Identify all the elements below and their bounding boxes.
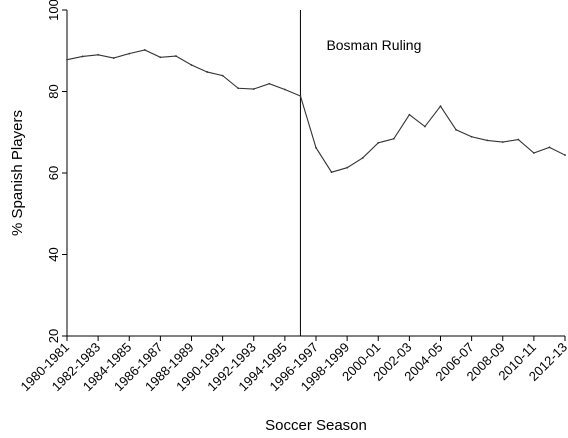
data-point <box>237 87 240 90</box>
data-point <box>268 82 271 85</box>
data-point <box>66 58 68 61</box>
data-point <box>501 141 504 143</box>
data-point <box>175 55 177 57</box>
data-points <box>66 49 566 174</box>
y-tick-label: 20 <box>46 329 61 343</box>
data-point <box>283 88 286 91</box>
data-point <box>315 146 317 149</box>
x-ticks: 1980-19811982-19831984-19851986-19871988… <box>18 336 568 394</box>
data-point <box>112 57 115 59</box>
data-point <box>455 128 457 131</box>
y-tick-label: 60 <box>46 166 61 180</box>
data-point <box>532 152 535 154</box>
data-point <box>128 52 131 55</box>
data-point <box>439 105 442 108</box>
data-point <box>564 154 566 156</box>
data-point <box>548 146 551 149</box>
y-tick-label: 40 <box>46 247 61 261</box>
data-point <box>408 113 411 116</box>
data-point <box>252 88 255 90</box>
data-point <box>143 49 146 51</box>
annotation-bosman-ruling: Bosman Ruling <box>326 37 421 53</box>
data-point <box>517 138 520 141</box>
y-tick-label: 100 <box>46 0 61 21</box>
data-point <box>299 95 302 97</box>
data-point <box>346 166 349 169</box>
data-point <box>190 64 193 66</box>
data-point <box>424 125 426 128</box>
data-point <box>361 157 364 159</box>
data-point <box>392 137 395 140</box>
y-tick-label: 80 <box>46 84 61 98</box>
data-point <box>81 55 84 58</box>
series-line <box>66 49 566 173</box>
data-point <box>97 53 100 56</box>
x-axis-title: Soccer Season <box>265 417 367 434</box>
data-point <box>221 74 224 77</box>
y-axis-title: % Spanish Players <box>9 110 26 236</box>
y-ticks: 20 40 60 80 100 <box>46 0 67 343</box>
data-point <box>470 135 473 138</box>
data-point <box>159 56 162 59</box>
data-point <box>377 141 380 144</box>
data-point <box>486 139 489 142</box>
data-point <box>206 71 208 73</box>
data-point <box>330 171 333 174</box>
